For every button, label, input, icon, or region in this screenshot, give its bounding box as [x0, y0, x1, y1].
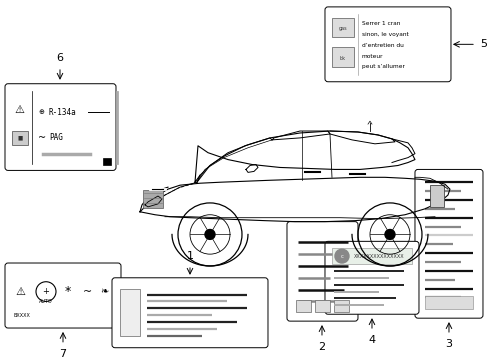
- Text: gas: gas: [338, 26, 346, 31]
- Text: XXXXXXXXXXXXXXX: XXXXXXXXXXXXXXX: [353, 253, 404, 258]
- Text: R-134a: R-134a: [49, 108, 77, 117]
- Text: ■: ■: [18, 135, 22, 140]
- FancyBboxPatch shape: [286, 222, 357, 321]
- Text: PAG: PAG: [49, 134, 63, 143]
- Text: 7: 7: [60, 349, 66, 359]
- Text: bk: bk: [339, 55, 346, 60]
- Circle shape: [384, 230, 394, 239]
- Bar: [424, 296, 472, 309]
- FancyBboxPatch shape: [325, 7, 450, 82]
- Text: BXXXX: BXXXX: [14, 313, 31, 318]
- Text: ⚠: ⚠: [15, 287, 25, 297]
- Bar: [331, 248, 411, 264]
- Circle shape: [204, 230, 215, 239]
- Text: 5: 5: [479, 39, 486, 49]
- Text: ⚠: ⚠: [14, 105, 24, 115]
- Text: ❧: ❧: [100, 287, 108, 297]
- FancyBboxPatch shape: [5, 84, 116, 170]
- Text: 4: 4: [367, 335, 375, 345]
- Bar: [314, 301, 329, 312]
- Text: Serrer 1 cran: Serrer 1 cran: [361, 21, 400, 26]
- Circle shape: [334, 249, 348, 263]
- Bar: [142, 190, 163, 208]
- Text: *: *: [65, 285, 71, 298]
- Text: 3: 3: [445, 339, 451, 349]
- Text: d’entretien du: d’entretien du: [361, 43, 403, 48]
- FancyBboxPatch shape: [5, 263, 121, 328]
- Bar: [429, 185, 443, 207]
- Bar: [12, 131, 28, 145]
- Bar: [331, 47, 353, 67]
- Text: 6: 6: [57, 53, 63, 63]
- Bar: [333, 301, 348, 312]
- Text: ~: ~: [83, 287, 92, 297]
- FancyBboxPatch shape: [325, 241, 418, 314]
- Text: c: c: [340, 253, 343, 258]
- Bar: [103, 158, 111, 166]
- Text: ⊕: ⊕: [38, 109, 44, 115]
- Text: ~: ~: [38, 133, 46, 143]
- Bar: [295, 301, 310, 312]
- Text: +: +: [42, 287, 49, 296]
- Text: sinon, le voyant: sinon, le voyant: [361, 32, 408, 37]
- Text: moteur: moteur: [361, 54, 383, 59]
- Text: 1: 1: [186, 251, 193, 261]
- Text: peut s’allumer: peut s’allumer: [361, 64, 404, 69]
- FancyBboxPatch shape: [414, 170, 482, 318]
- Bar: [120, 289, 140, 336]
- Text: 2: 2: [318, 342, 325, 352]
- FancyBboxPatch shape: [112, 278, 267, 348]
- Text: AUTO: AUTO: [39, 299, 53, 304]
- Bar: [331, 18, 353, 37]
